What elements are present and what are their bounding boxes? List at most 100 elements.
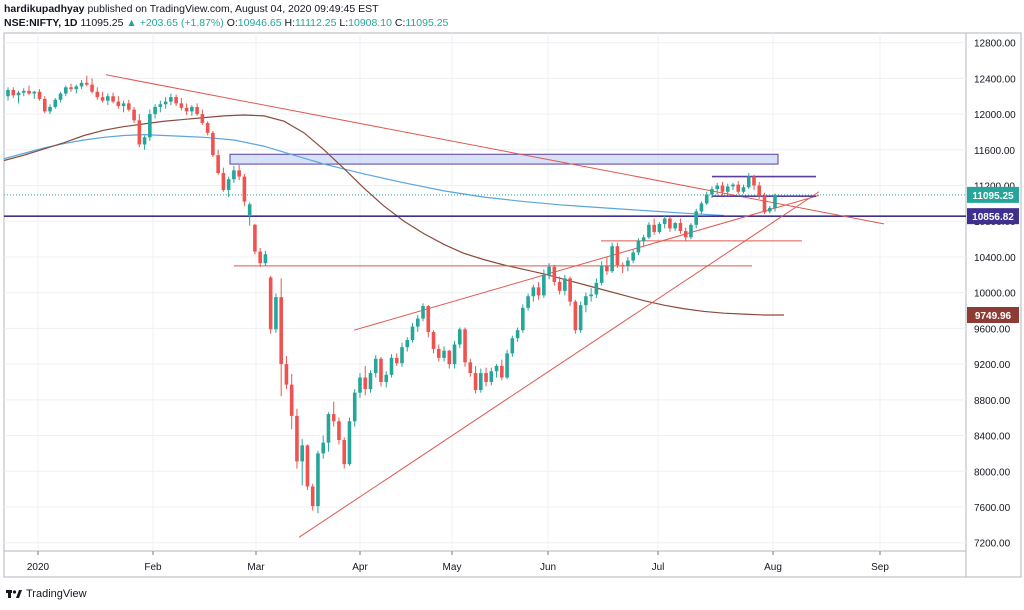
candle-body (752, 176, 756, 186)
candle-body (373, 358, 378, 374)
price-tick-label: 11600.00 (974, 146, 1015, 157)
trendline (353, 194, 820, 331)
candle-body (704, 194, 709, 204)
candle-body (195, 106, 199, 115)
price-label-text: 11095.25 (972, 191, 1014, 202)
time-tick-label: 2020 (27, 562, 50, 573)
candle-body (589, 294, 593, 297)
candle-body (426, 306, 431, 332)
time-tick-label: May (443, 562, 462, 573)
candle-body (21, 90, 26, 93)
ma-brown-line (3, 114, 785, 316)
candle-body (284, 364, 289, 385)
candle-body (584, 296, 588, 306)
candle-body (447, 350, 452, 365)
author-name[interactable]: hardikupadhyay (4, 3, 85, 15)
grid (4, 33, 966, 551)
candle-body (116, 101, 121, 107)
candle-body (237, 170, 241, 177)
zone-rect (229, 153, 779, 165)
candle-body (90, 84, 94, 92)
time-axis[interactable]: 2020 Feb Mar Apr May Jun Jul Aug Sep (27, 551, 889, 573)
candle-body (515, 330, 520, 339)
low-label: L: (339, 17, 349, 29)
price-label-box (967, 208, 1019, 225)
time-tick-label: Aug (764, 562, 782, 573)
candle-body (221, 173, 226, 190)
candle-body (158, 104, 163, 107)
candle-body (725, 186, 730, 192)
time-tick-label: Jun (540, 562, 556, 573)
time-tick-label: Feb (144, 562, 162, 573)
candle-body (699, 203, 704, 212)
trendline (105, 74, 885, 225)
price-tick-label: 8400.00 (974, 432, 1011, 443)
candle-body (463, 329, 467, 363)
candle-body (636, 240, 641, 253)
candle-body (289, 384, 294, 416)
candle-body (279, 297, 283, 365)
candle-body (431, 331, 436, 349)
high-label: H: (284, 17, 296, 29)
candle-body (300, 445, 304, 462)
candle-body (121, 103, 126, 107)
candle-body (573, 301, 578, 331)
candle-body (631, 252, 635, 261)
candle-body (190, 106, 194, 112)
candle-body (337, 421, 341, 441)
candle-body (442, 350, 446, 358)
candle-body (736, 184, 741, 192)
candle-body (69, 87, 73, 90)
price-tick-label: 8800.00 (974, 396, 1011, 407)
candle-body (316, 453, 320, 507)
candle-body (42, 98, 47, 112)
candle-body (48, 106, 52, 112)
price-label-text: 9749.96 (975, 311, 1012, 322)
candle-body (405, 339, 410, 348)
candle-body (58, 93, 63, 100)
candle-body (489, 371, 494, 382)
candle-body (547, 266, 551, 275)
candle-body (263, 254, 268, 264)
candle-body (494, 365, 499, 372)
candle-body (615, 246, 620, 265)
price-axis[interactable]: 7200.00 7600.00 8000.00 8400.00 8800.00 9200.… (974, 39, 1016, 550)
candle-body (389, 357, 394, 375)
candle-body (379, 358, 383, 382)
price-label-text: 10856.82 (972, 212, 1014, 223)
candle-body (410, 326, 415, 340)
candle-body (720, 185, 725, 192)
candle-body (368, 373, 373, 390)
footer-brand[interactable]: TradingView (6, 588, 87, 600)
candle-body (531, 287, 536, 297)
candle-body (678, 223, 683, 232)
candle-body (321, 442, 326, 454)
price-labels: 11095.25 10856.82 9749.96 (967, 186, 1019, 323)
candle-body (253, 224, 257, 252)
resistance-zone (229, 153, 779, 165)
close-value: 11095.25 (405, 17, 449, 29)
candle-body (394, 357, 399, 364)
candle-body (746, 176, 751, 188)
candle-body (363, 377, 368, 390)
candle-body (652, 224, 656, 232)
tradingview-logo-icon (6, 589, 22, 599)
candle-body (32, 91, 37, 94)
candle-body (599, 265, 604, 283)
candle-body (258, 251, 262, 264)
price-change: +203.65 (+1.87%) (139, 17, 224, 29)
candle-body (421, 306, 425, 319)
candle-body (500, 365, 504, 378)
candle-body (358, 377, 362, 393)
candle-body (731, 184, 735, 187)
candle-body (352, 392, 357, 422)
candle-body (741, 187, 746, 192)
price-tick-label: 10000.00 (974, 289, 1016, 300)
candle-body (568, 278, 572, 302)
candle-body (142, 137, 147, 145)
candle-body (85, 82, 89, 85)
price-tick-label: 8000.00 (974, 467, 1011, 478)
candle-body (647, 224, 651, 238)
candle-body (27, 90, 31, 94)
